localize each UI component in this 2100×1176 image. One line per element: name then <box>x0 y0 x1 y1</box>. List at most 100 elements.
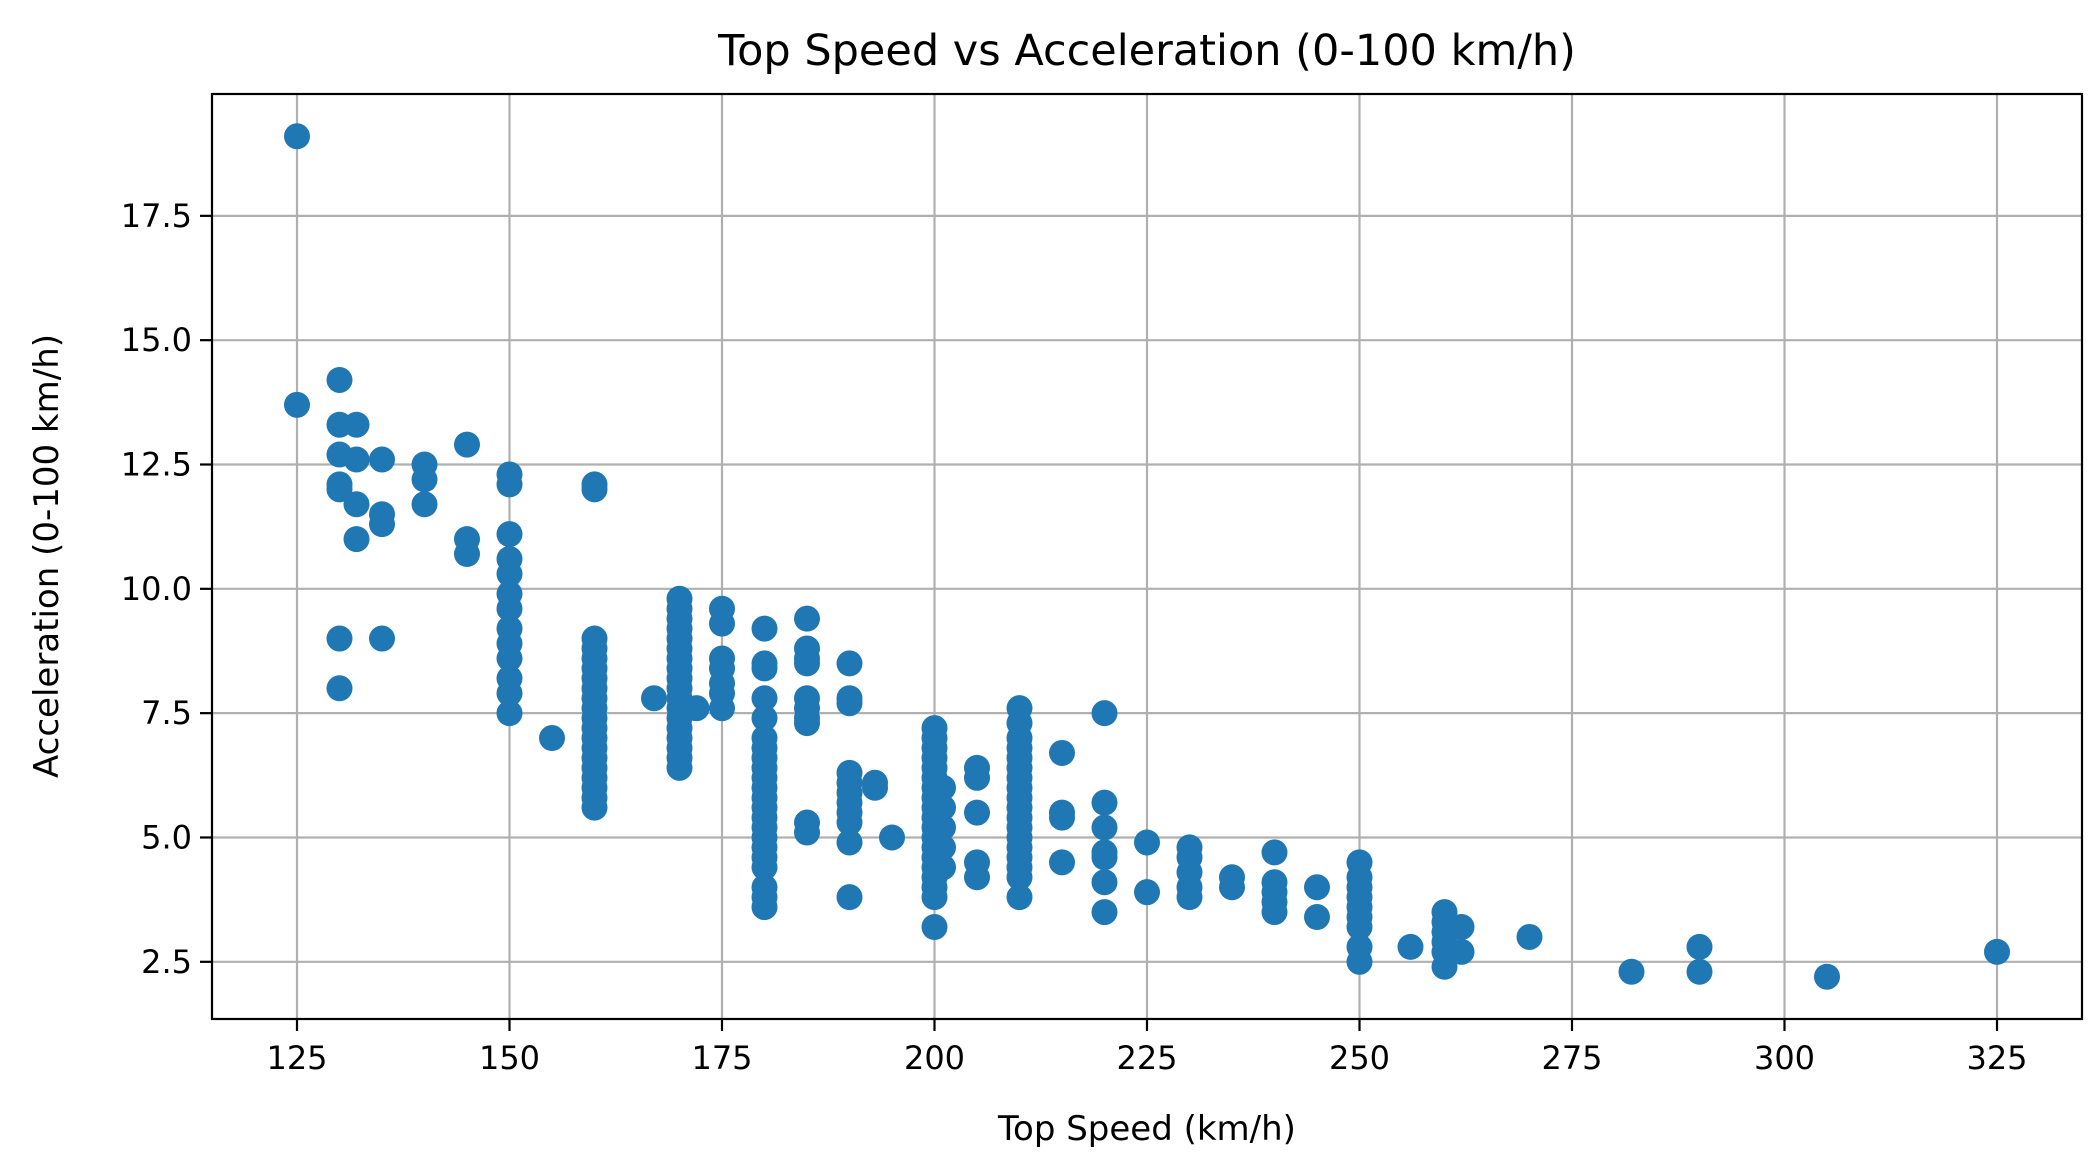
data-point <box>1448 938 1475 965</box>
data-point <box>1134 879 1160 906</box>
data-point <box>496 645 523 672</box>
data-point <box>1686 958 1713 985</box>
data-point <box>326 675 353 702</box>
x-tick-label: 175 <box>691 1039 752 1077</box>
data-point <box>1134 829 1160 856</box>
data-points <box>284 123 2010 990</box>
y-tick-label: 5.0 <box>141 818 192 856</box>
chart-title: Top Speed vs Acceleration (0-100 km/h) <box>717 26 1576 76</box>
data-point <box>1814 963 1840 990</box>
x-tick-label: 150 <box>479 1039 540 1077</box>
data-point <box>930 834 956 861</box>
data-point <box>1346 913 1373 940</box>
data-point <box>964 864 990 891</box>
data-point <box>1049 804 1075 831</box>
data-point <box>343 491 370 518</box>
data-point <box>862 774 888 801</box>
data-point <box>930 774 956 801</box>
data-point <box>1397 933 1424 960</box>
data-point <box>496 700 523 727</box>
data-point <box>921 884 948 911</box>
data-point <box>1091 844 1118 871</box>
data-point <box>581 476 608 503</box>
data-point <box>411 466 438 493</box>
data-point <box>683 695 710 722</box>
data-point <box>369 511 395 538</box>
data-point <box>326 366 353 393</box>
y-tick-label: 17.5 <box>121 197 192 235</box>
data-point <box>1091 789 1118 816</box>
data-point <box>1176 884 1203 911</box>
data-point <box>496 471 523 498</box>
x-axis-label: Top Speed (km/h) <box>997 1109 1296 1149</box>
data-point <box>496 595 523 622</box>
data-point <box>836 809 863 836</box>
data-point <box>454 541 480 568</box>
data-point <box>284 391 310 418</box>
data-point <box>1006 864 1033 891</box>
y-tick-label: 12.5 <box>121 445 192 483</box>
data-point <box>930 794 956 821</box>
axis-ticks: 125 150 175 200 225 250 275 300 325 2.5 5.0 7.5 10.0… <box>121 197 2028 1077</box>
data-point <box>326 625 353 652</box>
y-tick-label: 15.0 <box>121 321 192 359</box>
data-point <box>1984 938 2010 965</box>
data-point <box>836 829 863 856</box>
data-point <box>284 123 310 150</box>
data-point <box>1091 700 1118 727</box>
data-point <box>794 819 820 846</box>
data-point <box>1091 814 1118 841</box>
data-point <box>1304 904 1330 931</box>
y-tick-label: 7.5 <box>141 694 192 732</box>
data-point <box>836 884 863 911</box>
data-point <box>751 685 778 712</box>
data-point <box>1049 849 1075 876</box>
data-point <box>454 431 480 458</box>
data-point <box>930 814 956 841</box>
data-point <box>1346 948 1373 975</box>
data-point <box>666 754 693 781</box>
data-point <box>751 615 778 642</box>
x-tick-label: 125 <box>266 1039 327 1077</box>
data-point <box>964 764 990 791</box>
data-point <box>930 854 956 881</box>
data-point <box>496 560 523 587</box>
data-point <box>411 491 438 518</box>
x-tick-label: 200 <box>904 1039 965 1077</box>
x-tick-label: 300 <box>1754 1039 1815 1077</box>
data-point <box>794 605 820 632</box>
data-point <box>1049 739 1075 766</box>
data-point <box>1219 874 1245 901</box>
data-point <box>369 446 395 473</box>
data-point <box>1618 958 1645 985</box>
data-point <box>1261 899 1288 926</box>
data-point <box>751 894 778 921</box>
data-point <box>1091 899 1118 926</box>
data-point <box>641 685 667 712</box>
data-point <box>1448 913 1475 940</box>
x-tick-label: 250 <box>1329 1039 1390 1077</box>
y-axis-label: Acceleration (0-100 km/h) <box>27 334 67 778</box>
data-point <box>343 446 370 473</box>
data-point <box>964 799 990 826</box>
y-tick-label: 10.0 <box>121 570 192 608</box>
data-point <box>1261 839 1288 866</box>
data-point <box>539 725 565 752</box>
data-point <box>1006 884 1033 911</box>
data-point <box>496 521 523 548</box>
data-point <box>794 650 820 677</box>
data-point <box>836 690 863 717</box>
y-tick-label: 2.5 <box>141 943 192 981</box>
data-point <box>343 526 370 553</box>
data-point <box>921 913 948 940</box>
x-tick-label: 325 <box>1966 1039 2027 1077</box>
data-point <box>709 610 735 637</box>
x-tick-label: 275 <box>1541 1039 1602 1077</box>
data-point <box>751 655 778 682</box>
data-point <box>343 411 370 438</box>
data-point <box>496 680 523 707</box>
data-point <box>879 824 905 851</box>
data-point <box>581 794 608 821</box>
data-point <box>1516 923 1543 950</box>
